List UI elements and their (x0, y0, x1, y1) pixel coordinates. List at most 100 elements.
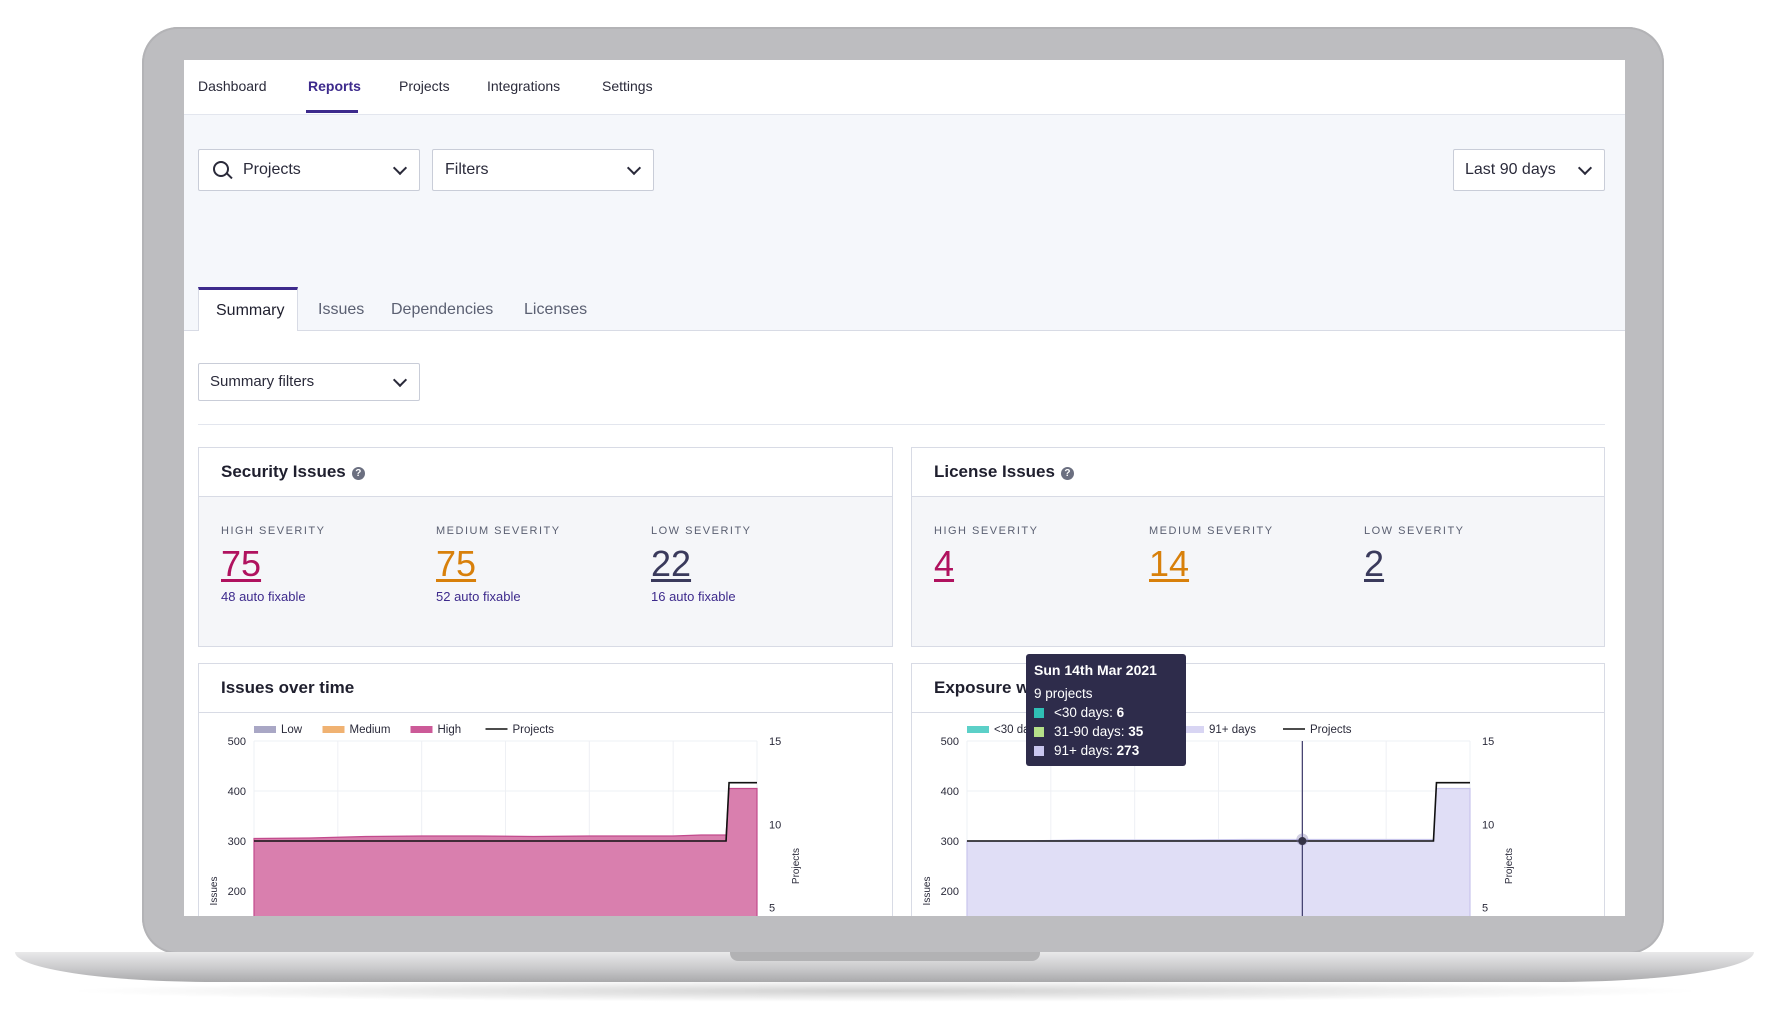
legend-label: High (438, 724, 462, 736)
nav-integrations[interactable]: Integrations (487, 78, 561, 94)
laptop-shadow (60, 980, 1710, 1002)
severity-label: HIGH SEVERITY (934, 525, 1039, 537)
tab-summary[interactable]: Summary (198, 287, 298, 331)
auto-fixable-count[interactable]: 16 auto fixable (651, 589, 736, 604)
license-title: License Issues (934, 462, 1055, 481)
panel-header: Security Issues? (199, 448, 892, 497)
legend-swatch (322, 726, 345, 733)
filters-dropdown-label: Filters (445, 161, 489, 178)
severity-label: LOW SEVERITY (1364, 525, 1465, 537)
chevron-down-icon (1577, 160, 1593, 176)
y-axis-label: Issues (209, 877, 220, 906)
projects-line (967, 781, 1470, 842)
y-tick-label: 300 (941, 836, 959, 848)
panel-title: License Issues? (934, 462, 1074, 482)
help-icon[interactable]: ? (351, 467, 365, 480)
license-low: LOW SEVERITY 2 (1364, 525, 1465, 583)
legend-swatch (1182, 726, 1204, 733)
projects-dropdown-label: Projects (243, 161, 301, 178)
section-divider (198, 424, 1605, 425)
tab-dependencies[interactable]: Dependencies (391, 301, 494, 318)
area-high (253, 787, 758, 916)
y2-tick-label: 10 (769, 819, 781, 831)
security-high: HIGH SEVERITY 75 48 auto fixable (221, 525, 325, 604)
legend-label: Projects (1310, 724, 1352, 736)
legend-label: Projects (513, 724, 555, 736)
tooltip-line: 91+ days: 273 (1034, 743, 1139, 758)
legend-swatch (1034, 746, 1044, 756)
date-range-label: Last 90 days (1465, 161, 1556, 178)
tooltip-label: <30 days: (1054, 705, 1117, 720)
severity-value[interactable]: 4 (934, 543, 955, 584)
projects-dropdown[interactable]: Projects (198, 149, 420, 191)
summary-filters-label: Summary filters (210, 373, 315, 390)
issues-over-time-panel: Issues over time 10020030040050051015Iss… (198, 663, 893, 916)
y-tick-label: 500 (941, 736, 959, 748)
severity-label: MEDIUM SEVERITY (436, 525, 561, 537)
nav-dashboard[interactable]: Dashboard (198, 78, 267, 94)
summary-filters-dropdown[interactable]: Summary filters (198, 363, 420, 401)
chevron-down-icon (626, 160, 642, 176)
legend-label: Low (281, 724, 303, 736)
y2-axis-label: Projects (791, 848, 802, 884)
severity-value[interactable]: 75 (221, 543, 262, 584)
filter-bar (184, 115, 1625, 331)
issues-over-time-chart[interactable]: 10020030040050051015IssuesProjectsLowMed… (199, 713, 892, 916)
y2-tick-label: 15 (1482, 736, 1494, 748)
tab-licenses[interactable]: Licenses (524, 301, 588, 318)
y-tick-label: 300 (228, 836, 246, 848)
tabs-divider (184, 330, 1625, 331)
security-issues-panel: Security Issues? HIGH SEVERITY 75 48 aut… (198, 447, 893, 647)
exposure-window-chart[interactable]: 10020030040050051015IssuesProjects<30 da… (912, 713, 1604, 916)
chart-body: 10020030040050051015IssuesProjects<30 da… (912, 713, 1604, 916)
panel-title: Security Issues? (221, 462, 365, 482)
tooltip-projects: 9 projects (1034, 686, 1093, 701)
auto-fixable-count[interactable]: 52 auto fixable (436, 589, 521, 604)
tooltip-value: 35 (1128, 724, 1144, 739)
chevron-down-icon (392, 160, 408, 176)
security-low: LOW SEVERITY 22 16 auto fixable (651, 525, 752, 604)
hover-point (1296, 833, 1309, 846)
severity-value[interactable]: 75 (436, 543, 477, 584)
y2-tick-label: 10 (1482, 819, 1494, 831)
app-screen: Dashboard Reports Projects Integrations … (184, 60, 1625, 916)
legend-label: Medium (350, 724, 391, 736)
severity-value[interactable]: 14 (1149, 543, 1190, 584)
severity-value[interactable]: 2 (1364, 543, 1385, 584)
tooltip-line: 31-90 days: 35 (1034, 724, 1143, 739)
filters-dropdown[interactable]: Filters (432, 149, 654, 191)
y-tick-label: 400 (228, 786, 246, 798)
panel-body: HIGH SEVERITY 4 MEDIUM SEVERITY 14 LOW S… (912, 497, 1604, 646)
tooltip-value: 273 (1116, 743, 1140, 758)
legend-swatch (1034, 727, 1044, 737)
auto-fixable-count[interactable]: 48 auto fixable (221, 589, 306, 604)
chart-body: 10020030040050051015IssuesProjectsLowMed… (199, 713, 892, 916)
security-title: Security Issues (221, 462, 346, 481)
y-tick-label: 200 (941, 886, 959, 898)
projects-line (254, 781, 757, 842)
y2-tick-label: 15 (769, 736, 781, 748)
y2-tick-label: 5 (769, 903, 775, 915)
severity-label: MEDIUM SEVERITY (1149, 525, 1274, 537)
y-tick-label: 400 (941, 786, 959, 798)
active-nav-indicator (306, 110, 358, 113)
panel-body: HIGH SEVERITY 75 48 auto fixable MEDIUM … (199, 497, 892, 646)
nav-projects[interactable]: Projects (399, 78, 450, 94)
date-range-dropdown[interactable]: Last 90 days (1453, 149, 1605, 191)
legend-swatch (254, 726, 276, 733)
license-medium: MEDIUM SEVERITY 14 (1149, 525, 1274, 583)
y2-tick-label: 5 (1482, 903, 1488, 915)
y-tick-label: 200 (228, 886, 246, 898)
legend-swatch (967, 726, 989, 733)
nav-reports[interactable]: Reports (308, 78, 361, 94)
tab-issues[interactable]: Issues (318, 301, 365, 318)
security-medium: MEDIUM SEVERITY 75 52 auto fixable (436, 525, 561, 604)
search-icon (213, 161, 229, 177)
license-high: HIGH SEVERITY 4 (934, 525, 1038, 583)
laptop-notch (730, 952, 1040, 961)
nav-settings[interactable]: Settings (602, 78, 653, 94)
chevron-down-icon (392, 372, 408, 388)
help-icon[interactable]: ? (1060, 467, 1074, 480)
panel-header: Issues over time (199, 664, 892, 713)
severity-value[interactable]: 22 (651, 543, 692, 584)
